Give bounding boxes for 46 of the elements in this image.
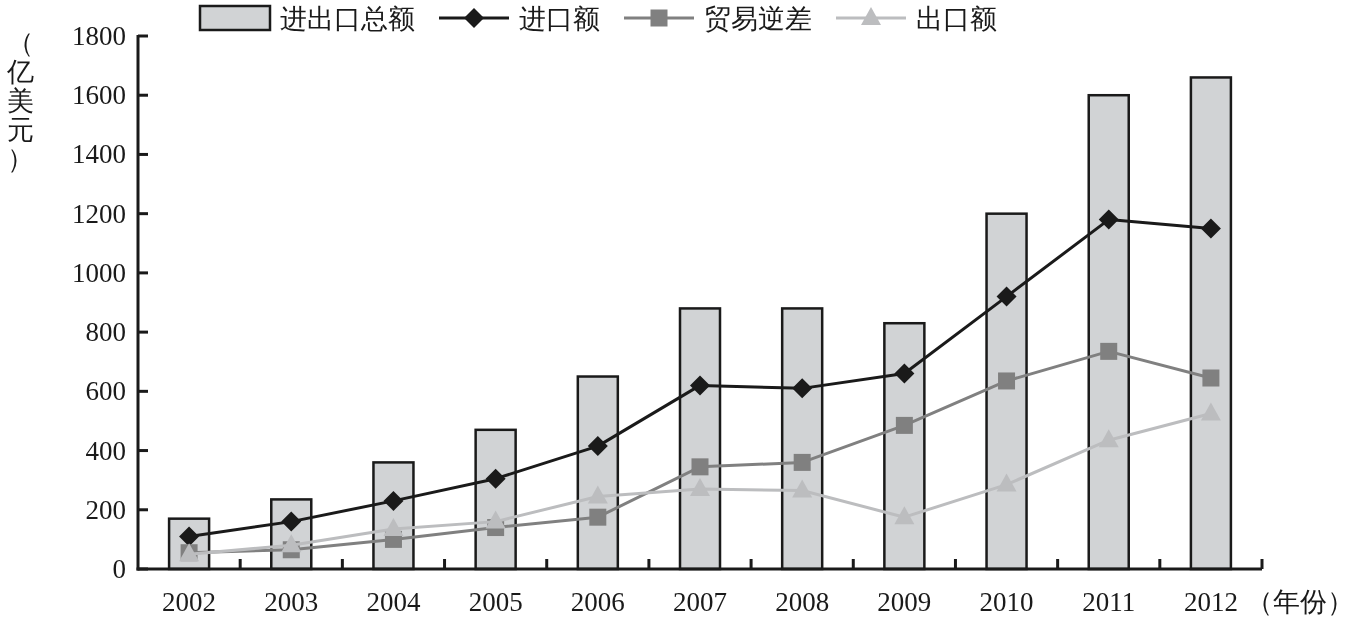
x-tick-label: 2009 (877, 587, 932, 617)
point (792, 378, 813, 399)
point (589, 508, 607, 526)
x-tick-label: 2005 (468, 587, 523, 617)
x-tick-label: 2002 (162, 587, 217, 617)
x-tick-label: 2004 (366, 587, 421, 617)
x-tick-label: 2008 (775, 587, 830, 617)
point (793, 453, 811, 471)
y-tick-label: 400 (85, 435, 126, 466)
x-tick-label: 2010 (979, 587, 1034, 617)
point (281, 511, 302, 532)
point (485, 510, 506, 529)
point (1202, 369, 1220, 387)
x-tick-label: 2003 (264, 587, 319, 617)
y-tick-label: 1800 (72, 21, 126, 51)
point (691, 458, 709, 476)
legend-label: 进出口总额 (280, 4, 415, 34)
point (1100, 342, 1118, 360)
point (587, 436, 608, 457)
y-tick-label: 1200 (72, 198, 126, 229)
x-tick-label: 2012 (1183, 587, 1238, 617)
point (1200, 218, 1221, 239)
y-axis-title: （亿美元） (5, 28, 34, 174)
point (998, 372, 1016, 390)
point (895, 416, 913, 434)
x-tick-label: 2007 (673, 587, 727, 617)
x-axis-title: （年份） (1246, 587, 1354, 617)
point (485, 468, 506, 489)
point (383, 490, 404, 511)
x-tick-label: 2011 (1082, 587, 1136, 617)
y-tick-label: 800 (85, 317, 126, 348)
y-tick-label: 200 (85, 494, 126, 525)
point (1098, 209, 1119, 230)
y-tick-label: 600 (85, 376, 126, 407)
legend-label: 进口额 (519, 4, 600, 34)
point (996, 286, 1017, 307)
y-tick-label: 1400 (72, 139, 126, 170)
legend-label: 出口额 (916, 4, 997, 34)
legend-label: 贸易逆差 (704, 4, 812, 34)
x-tick-label: 2006 (570, 587, 625, 617)
y-tick-label: 1600 (72, 80, 126, 111)
y-tick-label: 1000 (72, 257, 126, 288)
point (894, 363, 915, 384)
point (383, 518, 404, 537)
point (690, 375, 710, 396)
y-tick-label: 0 (112, 554, 126, 584)
